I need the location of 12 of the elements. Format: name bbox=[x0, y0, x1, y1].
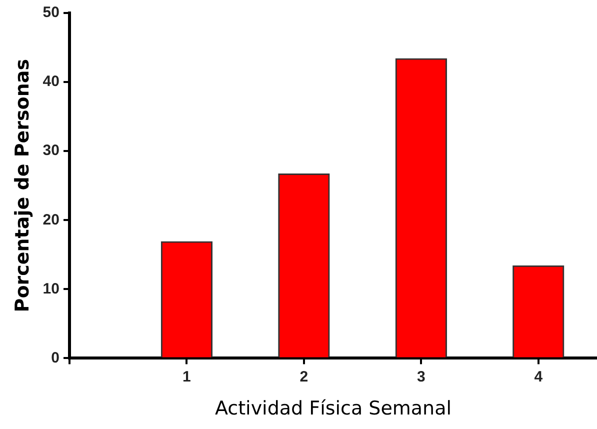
x-tick-label: 3 bbox=[416, 368, 426, 386]
x-tick-label: 4 bbox=[534, 368, 544, 386]
x-axis-title: Actividad Física Semanal bbox=[214, 398, 452, 420]
y-axis-title: Porcentaje de Personas bbox=[11, 58, 34, 312]
x-tick-label: 1 bbox=[182, 368, 191, 386]
y-tick-label: 30 bbox=[42, 142, 60, 160]
y-tick-label: 40 bbox=[42, 73, 60, 90]
y-tick-label: 20 bbox=[42, 211, 60, 228]
y-tick-label: 10 bbox=[42, 280, 60, 298]
y-tick-label: 0 bbox=[51, 349, 60, 366]
y-tick-label: 50 bbox=[42, 4, 60, 22]
x-tick-label: 2 bbox=[300, 368, 308, 386]
